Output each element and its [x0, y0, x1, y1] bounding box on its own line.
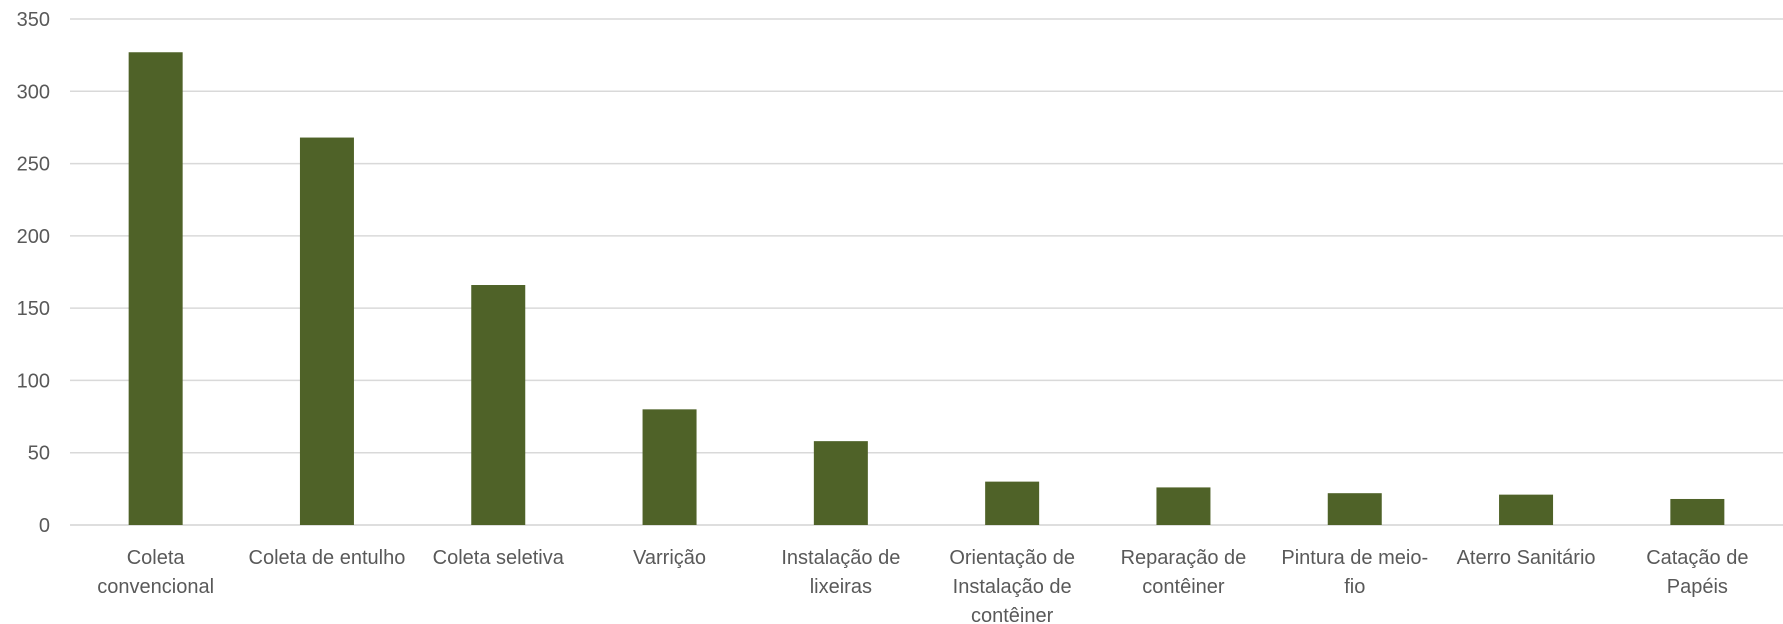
x-tick-label: Coleta de entulho [249, 547, 406, 569]
bar [1670, 498, 1725, 525]
y-tick-label: 350 [17, 9, 50, 31]
y-tick-label: 50 [28, 443, 50, 465]
bar [128, 52, 183, 525]
x-tick-label: Catação de Papéis [1646, 547, 1748, 598]
bar [1499, 494, 1554, 525]
x-tick-label: Pintura de meio-fio [1281, 547, 1428, 598]
bar [813, 441, 868, 525]
y-tick-label: 250 [17, 154, 50, 176]
y-tick-label: 100 [17, 370, 50, 392]
bar [985, 481, 1040, 525]
x-tick-label: Varrição [633, 547, 706, 569]
bar [1327, 493, 1382, 525]
y-tick-label: 300 [17, 81, 50, 103]
bar [471, 285, 526, 525]
y-tick-label: 0 [39, 515, 50, 537]
y-tick-label: 150 [17, 298, 50, 320]
y-tick-label: 200 [17, 226, 50, 248]
x-tick-label: Orientação de Instalação de contêiner [949, 547, 1075, 624]
bar [1156, 487, 1211, 525]
x-tick-label: Coleta seletiva [433, 547, 565, 569]
x-tick-label: Aterro Sanitário [1457, 547, 1596, 569]
x-tick-label: Reparação de contêiner [1121, 547, 1247, 598]
bar [299, 137, 354, 525]
x-tick-label: Coleta convencional [97, 547, 214, 598]
bar [642, 409, 697, 525]
x-tick-label: Instalação de lixeiras [781, 547, 900, 598]
